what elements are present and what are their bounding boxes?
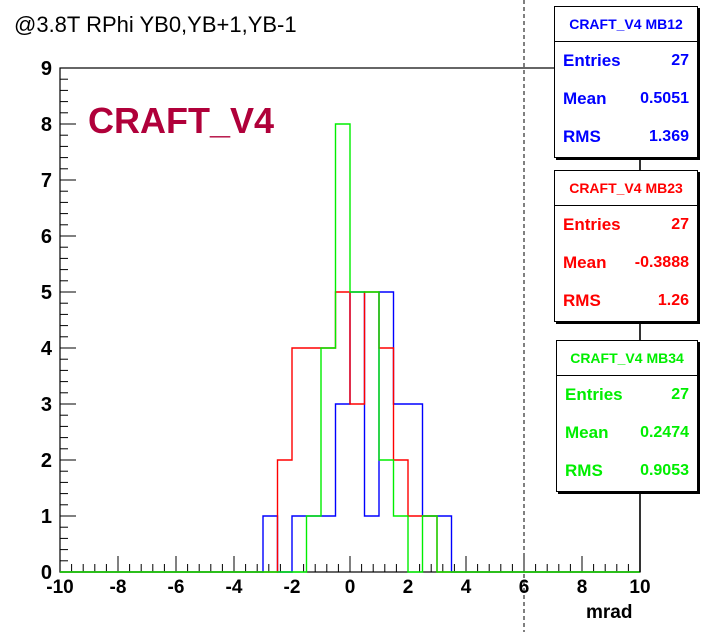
stats-title: CRAFT_V4 MB23 (555, 171, 697, 206)
y-tick-label: 5 (41, 282, 52, 304)
y-tick-label: 3 (41, 394, 52, 416)
y-tick-label: 9 (41, 58, 52, 80)
y-tick-label: 6 (41, 226, 52, 248)
stats-label: Entries (565, 385, 623, 404)
stats-label: Entries (563, 51, 621, 70)
stats-label: RMS (563, 291, 601, 310)
stats-value: 0.9053 (640, 462, 689, 479)
stats-label: RMS (565, 461, 603, 480)
x-axis-label: mrad (586, 602, 633, 623)
chart-title: @3.8T RPhi YB0,YB+1,YB-1 (14, 12, 297, 37)
stats-box-mb34: CRAFT_V4 MB34 Entries 27 Mean 0.2474 RMS… (556, 340, 698, 492)
x-tick-label: 0 (345, 577, 356, 598)
x-tick-label: 6 (519, 577, 530, 598)
stats-label: Mean (563, 89, 607, 108)
stats-value: 27 (671, 386, 689, 403)
stats-value: 0.2474 (640, 424, 689, 441)
x-tick-label: 4 (461, 577, 472, 598)
stats-row-rms: RMS 1.369 (555, 118, 697, 156)
stats-row-rms: RMS 0.9053 (557, 452, 697, 490)
stats-value: 27 (671, 216, 689, 233)
craft-label: CRAFT_V4 (88, 100, 275, 141)
x-tick-label: 10 (629, 577, 650, 598)
y-tick-label: 8 (41, 114, 52, 136)
stats-label: RMS (563, 127, 601, 146)
x-tick-label: -10 (46, 577, 73, 598)
y-tick-label: 2 (41, 450, 52, 472)
stats-value: 27 (671, 52, 689, 69)
stats-row-mean: Mean 0.2474 (557, 414, 697, 452)
stats-title: CRAFT_V4 MB34 (557, 341, 697, 376)
y-tick-label: 0 (41, 562, 52, 584)
y-tick-label: 1 (41, 506, 52, 528)
stats-label: Mean (563, 253, 607, 272)
stats-box-mb23: CRAFT_V4 MB23 Entries 27 Mean -0.3888 RM… (554, 170, 698, 322)
stats-row-entries: Entries 27 (555, 206, 697, 244)
x-tick-label: 8 (577, 577, 588, 598)
stats-value: -0.3888 (634, 254, 689, 271)
x-tick-label: -4 (226, 577, 243, 598)
stats-label: Mean (565, 423, 609, 442)
stats-row-mean: Mean 0.5051 (555, 80, 697, 118)
y-tick-label: 4 (41, 338, 53, 360)
stats-row-mean: Mean -0.3888 (555, 244, 697, 282)
x-tick-label: -6 (168, 577, 185, 598)
stats-value: 1.26 (657, 292, 689, 309)
stats-row-entries: Entries 27 (555, 42, 697, 80)
histogram-series-3 (60, 123, 640, 573)
histogram-series-2 (60, 291, 640, 573)
stats-value: 1.369 (648, 128, 689, 145)
stats-row-rms: RMS 1.26 (555, 282, 697, 320)
x-tick-label: 2 (403, 577, 414, 598)
x-tick-label: -8 (110, 577, 127, 598)
stats-box-mb12: CRAFT_V4 MB12 Entries 27 Mean 0.5051 RMS… (554, 6, 698, 158)
stats-label: Entries (563, 215, 621, 234)
stats-title: CRAFT_V4 MB12 (555, 7, 697, 42)
x-tick-label: -2 (284, 577, 301, 598)
stats-value: 0.5051 (640, 90, 689, 107)
y-tick-label: 7 (41, 170, 52, 192)
stats-row-entries: Entries 27 (557, 376, 697, 414)
